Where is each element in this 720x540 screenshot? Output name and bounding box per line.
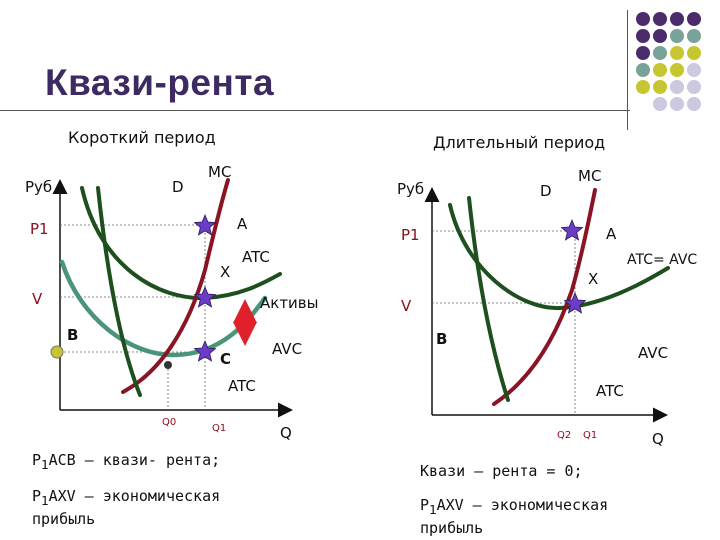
lr-y-axis-label: Руб (397, 180, 425, 198)
decor-dot (687, 29, 701, 43)
sr-avc-curve (59, 259, 268, 358)
lr-atc-avc-label: ATC= AVC (627, 252, 698, 268)
sr-mc-label: MC (208, 163, 232, 181)
sr-caption-profit: Р1AXV – экономическая прибыль (32, 487, 221, 528)
sr-q0-point (164, 361, 172, 369)
decor-dot (687, 80, 701, 94)
long-run-heading: Длительный период (433, 133, 606, 152)
sr-point-a-star (193, 213, 217, 236)
decor-dot (670, 46, 684, 60)
lr-v-label: V (401, 297, 412, 315)
decor-dot (653, 80, 667, 94)
sr-mc-curve (121, 178, 230, 394)
lr-avc-label: AVC (638, 344, 669, 362)
decor-dot (653, 12, 667, 26)
sr-assets-label: Активы (260, 294, 319, 312)
lr-point-x-star (563, 291, 587, 314)
long-run-panel (424, 187, 670, 423)
lr-point-x-label: X (588, 270, 599, 288)
lr-point-a-label: A (606, 225, 617, 243)
decor-dot (687, 97, 701, 111)
sr-point-x-star (193, 285, 217, 308)
sr-avc-label: AVC (272, 340, 303, 358)
decor-horizontal-line (0, 110, 630, 111)
lr-point-a-star (560, 218, 584, 241)
decor-dot (636, 46, 650, 60)
decor-dot (636, 29, 650, 43)
decor-dot (636, 80, 650, 94)
lr-demand-curve (467, 196, 510, 402)
decor-dot (636, 63, 650, 77)
decor-dot (670, 97, 684, 111)
sr-demand-curve (96, 186, 142, 397)
sr-point-b-label: B (67, 326, 79, 344)
sr-point-x-label: X (220, 263, 231, 281)
decor-dot (653, 46, 667, 60)
short-run-heading: Короткий период (68, 128, 216, 147)
decor-vertical-line (627, 10, 628, 130)
sr-y-axis-label: Руб (25, 178, 53, 196)
lr-p1-label: Р1 (401, 226, 420, 244)
sr-caption-quasi-rent: Р1ACB – квази- рента; (32, 451, 221, 472)
lr-atc-label: ATC (596, 382, 624, 400)
sr-point-c-star (193, 339, 217, 362)
sr-p1-label: Р1 (30, 220, 49, 238)
decor-dot (653, 63, 667, 77)
lr-demand-label: D (540, 182, 552, 200)
lr-q2-label: Q2 (557, 430, 572, 441)
decor-dot (670, 12, 684, 26)
decor-dot (653, 97, 667, 111)
sr-atc-top-label: ATC (242, 248, 270, 266)
lr-q1-label: Q1 (583, 430, 598, 441)
decor-dot (687, 46, 701, 60)
sr-atc-bottom-label: ATC (228, 377, 256, 395)
decor-dot (653, 29, 667, 43)
lr-x-axis-label: Q (652, 430, 664, 448)
decor-dot (670, 29, 684, 43)
short-run-panel (50, 178, 293, 418)
sr-demand-label: D (172, 178, 184, 196)
decor-dot (636, 12, 650, 26)
lr-mc-curve (492, 188, 597, 406)
lr-caption-profit: Р1AXV – экономическая прибыль (420, 496, 609, 537)
sr-q1-label: Q1 (212, 423, 227, 434)
decor-dot (687, 63, 701, 77)
sr-b-point (50, 345, 64, 359)
sr-point-c-label: C (220, 350, 232, 368)
decor-dot (670, 80, 684, 94)
sr-point-a-label: A (237, 215, 248, 233)
lr-point-b-label: B (436, 330, 448, 348)
decor-dot (670, 63, 684, 77)
slide-title: Квази-рента (45, 62, 275, 103)
lr-mc-label: MC (578, 167, 602, 185)
decor-dot (687, 12, 701, 26)
lr-caption-quasi-rent: Квази – рента = 0; (420, 462, 583, 480)
sr-x-axis-label: Q (280, 424, 292, 442)
lr-atc-avc-curve (448, 203, 670, 311)
sr-q0-label: Q0 (162, 417, 177, 428)
sr-v-label: V (32, 290, 43, 308)
